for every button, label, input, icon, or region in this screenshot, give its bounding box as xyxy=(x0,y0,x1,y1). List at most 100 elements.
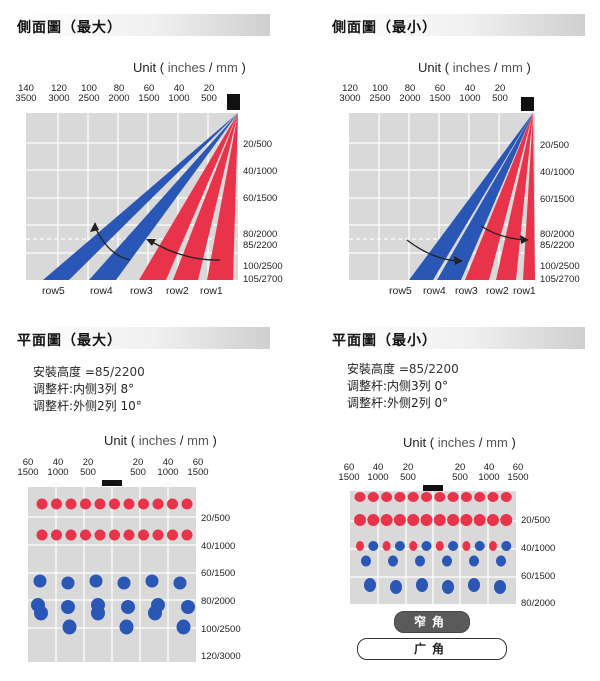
plan-min-plot xyxy=(350,491,516,604)
row-label: row3 xyxy=(455,285,478,297)
x-tick: 60 1500 xyxy=(12,458,44,478)
y-tick: 40/1000 xyxy=(243,166,278,177)
unit-suffix: ) xyxy=(526,60,531,75)
unit-inches: inches xyxy=(167,60,206,75)
detection-spot xyxy=(487,492,499,502)
detection-spot xyxy=(474,541,485,551)
y-tick: 40/1000 xyxy=(540,167,575,178)
detection-spot xyxy=(460,492,472,502)
detection-spot xyxy=(176,619,191,635)
detection-spot xyxy=(123,529,135,541)
detection-spot xyxy=(394,492,406,502)
tick-mm: 1500 xyxy=(138,93,160,104)
y-tick: 105/2700 xyxy=(540,274,580,285)
x-tick: 80 2000 xyxy=(394,84,426,104)
x-tick: 100 2500 xyxy=(73,84,105,104)
x-tick: 40 1000 xyxy=(454,84,486,104)
unit-inches: inches xyxy=(452,60,491,75)
detection-spot xyxy=(91,605,105,621)
y-tick: 80/2000 xyxy=(201,596,236,607)
unit-label: Unit ( inches / mm ) xyxy=(133,60,246,75)
side-max-plot xyxy=(26,113,238,280)
beam-row3 xyxy=(139,113,238,280)
tick-inches: 60 xyxy=(512,462,524,473)
y-tick: 20/500 xyxy=(540,140,570,151)
x-tick: 20 500 xyxy=(444,463,476,483)
detection-spot xyxy=(434,492,446,502)
plan-max-diagram xyxy=(28,487,196,662)
detection-spot xyxy=(80,529,91,541)
tick-mm: 1500 xyxy=(338,472,360,483)
y-tick: 40/1000 xyxy=(201,541,236,552)
detection-spot xyxy=(119,619,134,635)
detection-spot xyxy=(173,576,187,590)
detection-spot xyxy=(448,541,459,551)
unit-mm: mm xyxy=(486,435,508,450)
detection-spot xyxy=(138,498,149,510)
narrow-angle-button[interactable]: 窄角 xyxy=(394,611,470,633)
y-tick: 100/2500 xyxy=(243,261,283,272)
detection-spot xyxy=(65,529,77,541)
x-tick: 120 3000 xyxy=(43,84,75,104)
unit-suffix: ) xyxy=(212,433,217,448)
detection-spot xyxy=(368,541,379,551)
inner-adjust-text: 调整杆:内侧3列 0° xyxy=(347,379,449,393)
detection-spot xyxy=(496,555,506,567)
section-header-side-min: 側面圖（最小） xyxy=(329,14,585,36)
y-tick: 20/500 xyxy=(521,515,551,526)
sensor-icon xyxy=(423,485,443,491)
mount-height-row: 安裝高度 =85/2200 xyxy=(33,364,145,381)
detection-spot xyxy=(62,619,77,635)
side-min-diagram xyxy=(349,113,535,280)
x-tick: 20 500 xyxy=(392,463,424,483)
tick-inches: 100 xyxy=(372,83,388,94)
detection-spot xyxy=(462,541,471,551)
grid xyxy=(350,491,516,604)
x-tick: 40 1000 xyxy=(42,458,74,478)
y-tick: 120/3000 xyxy=(201,651,241,662)
detection-spot xyxy=(94,529,106,541)
row-label: row5 xyxy=(389,285,412,297)
x-tick: 20 500 xyxy=(484,84,516,104)
y-tick: 20/500 xyxy=(243,139,273,150)
detection-spot xyxy=(34,605,48,621)
wide-angle-button[interactable]: 广角 xyxy=(357,638,507,660)
tick-inches: 140 xyxy=(18,83,34,94)
detection-spot xyxy=(473,514,486,526)
outer-adjust-text: 调整杆:外侧2列 0° xyxy=(347,396,449,410)
mount-height-row: 安裝高度 =85/2200 xyxy=(347,361,459,378)
beam-row5 xyxy=(409,113,533,280)
tick-inches: 20 xyxy=(82,457,94,468)
x-tick: 40 1000 xyxy=(163,84,195,104)
row-label: row1 xyxy=(513,285,536,297)
detection-spot xyxy=(94,498,106,510)
beam-row2 xyxy=(173,113,238,280)
detection-spot xyxy=(447,492,459,502)
tick-mm: 2500 xyxy=(369,93,391,104)
detection-spot xyxy=(420,514,433,526)
detection-spot xyxy=(487,514,499,526)
detection-spots xyxy=(354,492,513,594)
detection-spot xyxy=(447,514,460,526)
detection-spot xyxy=(364,578,376,592)
detection-spot xyxy=(354,492,366,502)
detection-spot xyxy=(121,600,135,614)
tick-mm: 500 xyxy=(201,93,217,104)
x-tick: 40 1000 xyxy=(152,458,184,478)
tick-mm: 1500 xyxy=(507,472,529,483)
x-tick: 40 1000 xyxy=(362,463,394,483)
tick-inches: 120 xyxy=(51,83,67,94)
tick-mm: 1000 xyxy=(168,93,190,104)
tick-inches: 20 xyxy=(132,457,144,468)
tick-mm: 1000 xyxy=(157,467,179,478)
detection-spot xyxy=(117,576,131,590)
unit-mm: mm xyxy=(216,60,238,75)
tick-mm: 1000 xyxy=(47,467,69,478)
section-title: 平面圖（最小） xyxy=(332,333,437,349)
detection-spot xyxy=(33,574,47,588)
x-tick: 40 1000 xyxy=(473,463,505,483)
sensor-icon xyxy=(227,94,240,110)
detection-spot xyxy=(356,541,364,551)
detection-spot xyxy=(109,498,120,510)
detection-spot xyxy=(421,492,432,502)
